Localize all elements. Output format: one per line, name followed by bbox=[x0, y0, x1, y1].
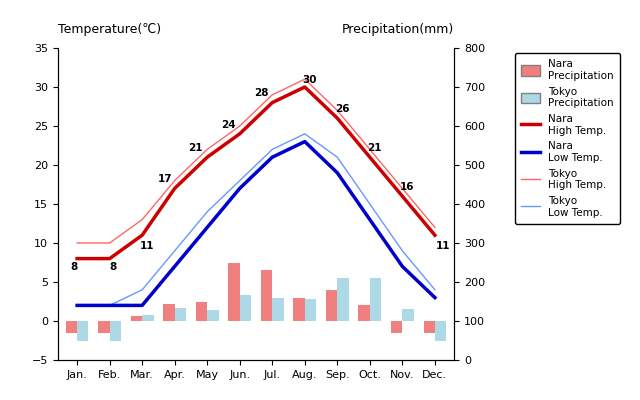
Bar bbox=[337, 278, 349, 321]
Bar bbox=[109, 321, 121, 340]
Bar bbox=[99, 321, 109, 333]
Text: 11: 11 bbox=[436, 241, 451, 251]
Bar bbox=[424, 321, 435, 333]
Bar bbox=[435, 321, 446, 340]
Legend: Nara
Precipitation, Tokyo
Precipitation, Nara
High Temp., Nara
Low Temp., Tokyo
: Nara Precipitation, Tokyo Precipitation,… bbox=[515, 53, 620, 224]
Bar bbox=[66, 321, 77, 333]
Bar bbox=[196, 302, 207, 321]
Bar bbox=[77, 321, 88, 340]
Bar bbox=[305, 299, 316, 321]
Text: 28: 28 bbox=[253, 88, 268, 98]
Bar bbox=[326, 290, 337, 321]
Bar bbox=[163, 304, 175, 321]
Bar bbox=[370, 278, 381, 321]
Bar bbox=[240, 295, 251, 321]
Bar bbox=[391, 321, 403, 333]
Text: 8: 8 bbox=[70, 262, 77, 272]
Bar bbox=[261, 270, 272, 321]
Text: 21: 21 bbox=[189, 143, 203, 153]
Bar bbox=[293, 298, 305, 321]
Text: 8: 8 bbox=[109, 262, 116, 272]
Text: 26: 26 bbox=[335, 104, 349, 114]
Bar bbox=[403, 309, 413, 321]
Text: Precipitation(mm): Precipitation(mm) bbox=[342, 22, 454, 36]
Text: 21: 21 bbox=[367, 143, 382, 153]
Bar bbox=[175, 308, 186, 321]
Bar bbox=[142, 315, 154, 321]
Bar bbox=[131, 316, 142, 321]
Text: Temperature(℃): Temperature(℃) bbox=[58, 22, 161, 36]
Bar bbox=[358, 306, 370, 321]
Text: 30: 30 bbox=[303, 75, 317, 85]
Bar bbox=[207, 310, 219, 321]
Text: 24: 24 bbox=[221, 120, 236, 130]
Text: 16: 16 bbox=[400, 182, 415, 192]
Bar bbox=[272, 298, 284, 321]
Text: 11: 11 bbox=[140, 241, 154, 251]
Text: 17: 17 bbox=[157, 174, 172, 184]
Bar bbox=[228, 262, 240, 321]
